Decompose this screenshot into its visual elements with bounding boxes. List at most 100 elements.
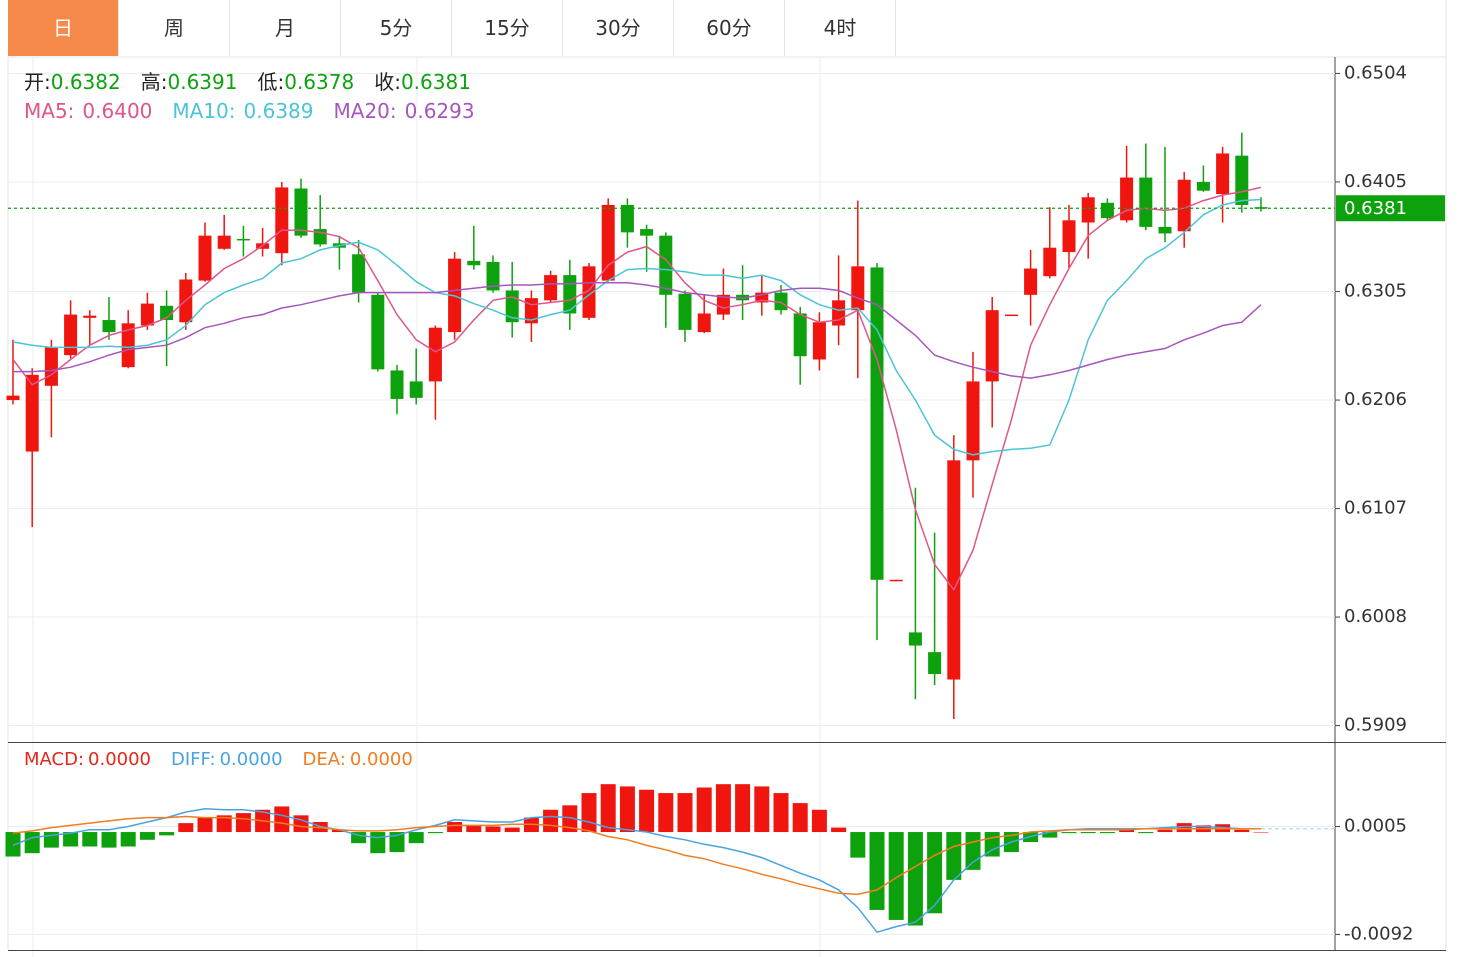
macd-bar — [1138, 832, 1154, 834]
macd-bar — [927, 832, 943, 914]
candle-body — [44, 347, 58, 386]
macd-bar — [907, 832, 923, 926]
legend-value: 0.0000 — [88, 749, 151, 770]
candle-body — [390, 370, 404, 399]
ohlc-value: 0.6391 — [167, 70, 237, 94]
candle-body — [1081, 197, 1095, 223]
macd-bar — [965, 832, 981, 870]
candle-body — [582, 266, 596, 318]
legend-value: 0.0000 — [220, 749, 283, 770]
candle-body — [659, 235, 673, 295]
macd-bar — [792, 803, 808, 833]
legend-value: 0.6389 — [244, 99, 314, 123]
candle-body — [25, 374, 39, 452]
ma-line — [13, 282, 1262, 379]
macd-bar — [408, 832, 424, 844]
macd-bar — [101, 832, 117, 848]
macd-bar — [888, 832, 904, 920]
candle-body — [544, 275, 558, 301]
candle-body — [409, 381, 423, 398]
macd-bar — [1157, 829, 1173, 833]
candle-body — [620, 204, 634, 233]
ohlc-header: 开:0.6382 高:0.6391 低:0.6378 收:0.6381 — [24, 70, 471, 94]
macd-bar — [619, 786, 635, 833]
macd-bar — [274, 806, 290, 833]
candle-body — [102, 320, 116, 333]
macd-bar — [946, 832, 962, 880]
candle-body — [467, 260, 481, 266]
candle-body — [217, 235, 231, 249]
y-tick-label: 0.6504 — [1344, 62, 1407, 83]
macd-bar — [82, 832, 98, 847]
candle-body — [6, 395, 20, 401]
candle-body — [870, 267, 884, 580]
candle-body — [774, 292, 788, 311]
candle-body — [928, 652, 942, 675]
period-tab[interactable]: 月 — [230, 0, 341, 56]
candle-body — [716, 294, 730, 315]
candle-body — [160, 305, 174, 321]
ma-line — [12, 198, 1262, 456]
macd-bar — [178, 823, 194, 833]
period-tab[interactable]: 5分 — [341, 0, 452, 56]
macd-bar — [159, 832, 175, 836]
legend-value: 0.6400 — [82, 99, 152, 123]
macd-bar — [658, 793, 674, 833]
macd-bar — [24, 832, 40, 854]
macd-bar — [389, 832, 405, 853]
macd-bar — [677, 793, 693, 833]
candle-body — [966, 381, 980, 461]
period-tab[interactable]: 30分 — [563, 0, 674, 56]
ma-legend: MA5: 0.6400 MA10: 0.6389 MA20: 0.6293 — [24, 99, 475, 123]
macd-bar — [639, 789, 655, 833]
candle-body — [985, 310, 999, 382]
candle-body — [428, 327, 442, 382]
period-tabs: 日周月 5分 15分 30分 60分 4时 — [8, 0, 896, 56]
macd-bar — [1119, 829, 1135, 833]
last-price-tag — [1336, 195, 1445, 222]
macd-bar — [466, 825, 482, 833]
macd-bar — [1176, 823, 1192, 833]
candle-body — [352, 254, 366, 293]
macd-bar — [427, 832, 443, 834]
ohlc-label: 收: — [374, 70, 401, 94]
candle-body — [832, 300, 846, 326]
legend-name: DEA: — [303, 749, 346, 770]
macd-bar — [120, 832, 136, 847]
period-tab[interactable]: 日 — [8, 0, 119, 56]
candle-body — [1100, 202, 1114, 219]
period-tab[interactable]: 周 — [119, 0, 230, 56]
macd-bar — [447, 822, 463, 833]
period-tab[interactable]: 4时 — [785, 0, 896, 56]
candle-body — [83, 315, 97, 318]
period-tab[interactable]: 60分 — [674, 0, 785, 56]
candle-body — [1235, 155, 1249, 205]
y-tick-label: 0.6107 — [1344, 498, 1407, 519]
macd-bar — [850, 832, 866, 858]
macd-bar — [600, 784, 616, 833]
candle-body — [1158, 226, 1172, 234]
candle-body — [64, 314, 78, 356]
candle-body — [908, 632, 922, 646]
macd-bar — [696, 787, 712, 833]
y-tick-label: 0.5909 — [1344, 715, 1407, 736]
candle-body — [121, 323, 135, 368]
y-tick-label: 0.6405 — [1344, 171, 1407, 192]
macd-bar — [370, 832, 386, 854]
candle-body — [236, 238, 250, 241]
macd-bar — [543, 809, 559, 833]
candle-body — [1177, 179, 1191, 232]
candle-body — [1004, 314, 1018, 317]
candle-body — [697, 313, 711, 333]
legend-name: DIFF: — [171, 749, 216, 770]
candle-body — [294, 188, 308, 236]
candle-body — [275, 187, 289, 254]
period-tab[interactable]: 15分 — [452, 0, 563, 56]
candle-body — [601, 204, 615, 281]
macd-bar — [331, 829, 347, 833]
ohlc-label: 开: — [24, 70, 51, 94]
y-tick-label: 0.6305 — [1344, 281, 1407, 302]
candle-body — [1216, 153, 1230, 194]
